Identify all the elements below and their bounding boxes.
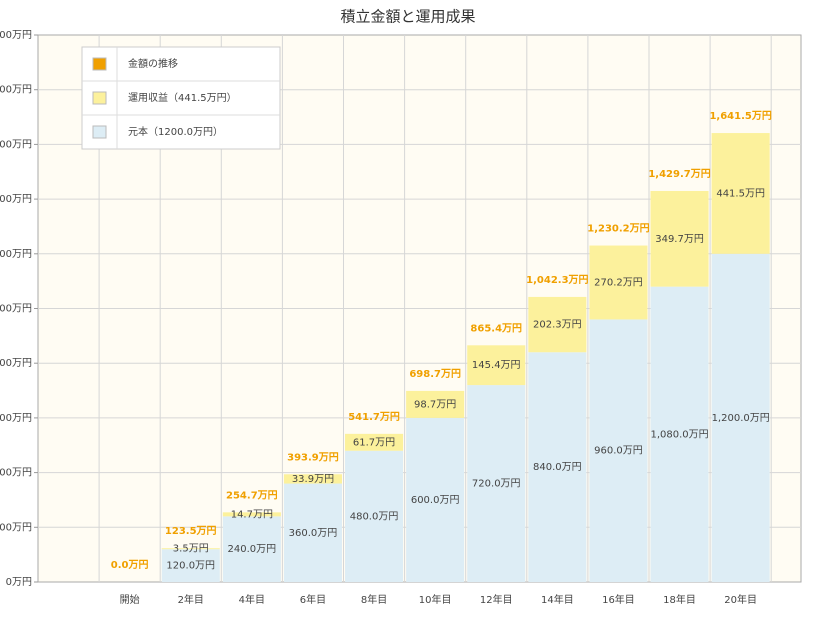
y-tick-label: 1,000万円 <box>0 304 32 315</box>
segment-label: 61.7万円 <box>353 437 395 448</box>
bar-segment <box>161 549 220 582</box>
y-tick-label: 600万円 <box>0 413 32 424</box>
x-tick-label: 16年目 <box>602 593 635 606</box>
segment-label: 270.2万円 <box>594 277 643 288</box>
total-label: 254.7万円 <box>226 489 278 501</box>
bar-segment <box>283 474 342 484</box>
bar-segment <box>711 253 770 583</box>
y-tick-label: 400万円 <box>0 468 32 479</box>
total-label: 1,230.2万円 <box>587 223 649 235</box>
bar-segment <box>650 286 709 582</box>
bar-segment <box>222 512 281 517</box>
y-tick-label: 200万円 <box>0 522 32 533</box>
segment-label: 840.0万円 <box>533 462 582 473</box>
y-tick-label: 0万円 <box>6 577 32 588</box>
y-tick-label: 1,200万円 <box>0 249 32 260</box>
bar-segment <box>528 296 587 353</box>
y-tick-label: 1,400万円 <box>0 194 32 205</box>
legend-swatch <box>92 57 107 71</box>
total-label: 541.7万円 <box>348 411 400 423</box>
bar-segment <box>406 390 465 418</box>
total-label: 0.0万円 <box>111 559 149 571</box>
x-tick-label: 12年目 <box>480 593 513 606</box>
x-tick-label: 開始 <box>120 593 140 606</box>
x-tick-label: 20年目 <box>724 593 757 606</box>
bar-segment <box>222 516 281 582</box>
segment-label: 720.0万円 <box>472 479 521 490</box>
bar-segment <box>345 450 404 582</box>
y-tick-label: 1,600万円 <box>0 139 32 150</box>
total-label: 865.4万円 <box>470 322 522 334</box>
segment-label: 120.0万円 <box>166 561 215 572</box>
bar-segment <box>589 319 648 582</box>
y-tick-label: 1,800万円 <box>0 85 32 96</box>
segment-label: 960.0万円 <box>594 446 643 457</box>
x-tick-label: 10年目 <box>419 593 452 606</box>
bar-segment <box>711 133 770 254</box>
bar-segment <box>650 190 709 287</box>
legend-label: 金額の推移 <box>128 57 178 70</box>
legend-swatch <box>92 125 107 139</box>
x-tick-label: 2年目 <box>178 593 204 606</box>
total-label: 1,641.5万円 <box>709 110 771 122</box>
x-tick-label: 4年目 <box>239 593 265 606</box>
bar-segment <box>161 548 220 550</box>
total-label: 393.9万円 <box>287 451 339 463</box>
x-tick-label: 6年目 <box>300 593 326 606</box>
segment-label: 1,200.0万円 <box>712 413 770 424</box>
legend-label: 元本（1200.0万円） <box>128 125 223 138</box>
segment-label: 480.0万円 <box>350 511 399 522</box>
x-tick-label: 8年目 <box>361 593 387 606</box>
segment-label: 145.4万円 <box>472 360 521 371</box>
y-tick-label: 2,000万円 <box>0 30 32 41</box>
bar-segment <box>345 433 404 451</box>
segment-label: 441.5万円 <box>716 188 765 199</box>
bar-segment <box>528 352 587 582</box>
x-tick-label: 18年目 <box>663 593 696 606</box>
x-tick-label: 14年目 <box>541 593 574 606</box>
segment-label: 202.3万円 <box>533 320 582 331</box>
segment-label: 600.0万円 <box>411 495 460 506</box>
segment-label: 1,080.0万円 <box>650 429 708 440</box>
bar-segment <box>467 345 526 386</box>
chart-title: 積立金額と運用成果 <box>340 8 475 26</box>
legend-box <box>81 46 281 150</box>
legend-swatch <box>92 91 107 105</box>
bar-segment <box>283 483 342 582</box>
legend-label: 運用収益（441.5万円） <box>128 91 237 104</box>
bar-segment <box>406 417 465 582</box>
segment-label: 3.5万円 <box>173 544 209 555</box>
y-tick-label: 800万円 <box>0 358 32 369</box>
total-label: 123.5万円 <box>165 525 217 537</box>
total-label: 1,429.7万円 <box>648 168 710 180</box>
segment-label: 14.7万円 <box>231 509 273 520</box>
segment-label: 33.9万円 <box>292 474 334 485</box>
segment-label: 240.0万円 <box>228 544 277 555</box>
segment-label: 360.0万円 <box>289 528 338 539</box>
total-label: 1,042.3万円 <box>526 274 588 286</box>
bar-segment <box>467 385 526 582</box>
total-label: 698.7万円 <box>409 368 461 380</box>
segment-label: 98.7万円 <box>414 399 456 410</box>
bar-segment <box>589 245 648 320</box>
segment-label: 349.7万円 <box>655 234 704 245</box>
